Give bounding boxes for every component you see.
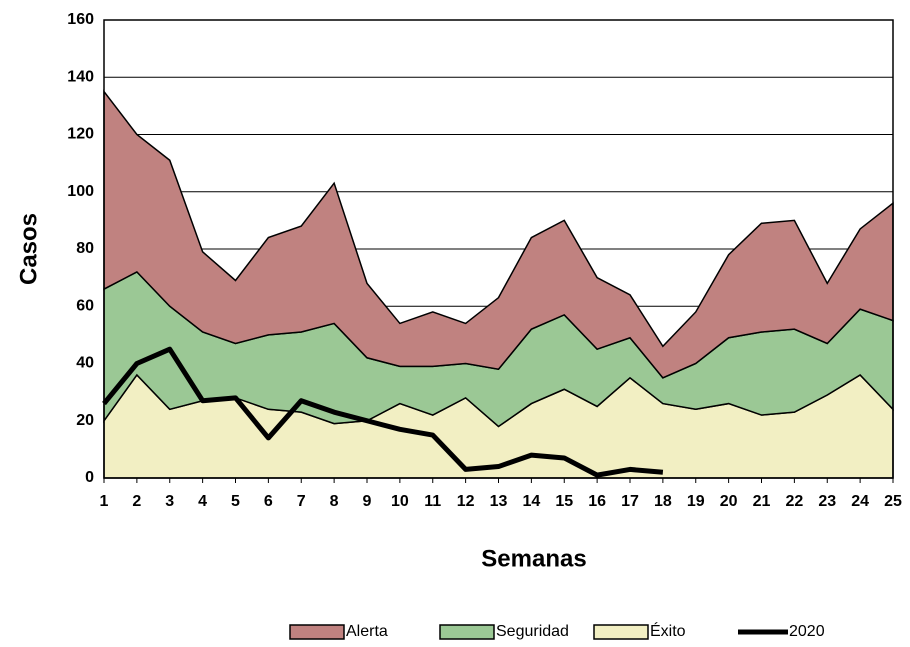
x-tick-label: 20 bbox=[720, 493, 738, 510]
x-tick-label: 15 bbox=[555, 493, 573, 510]
x-tick-label: 5 bbox=[231, 493, 240, 510]
legend-label: 2020 bbox=[789, 623, 825, 640]
x-tick-label: 6 bbox=[264, 493, 273, 510]
legend-swatch bbox=[289, 624, 345, 640]
y-tick-label: 120 bbox=[67, 126, 94, 143]
y-tick-label: 0 bbox=[85, 469, 94, 486]
x-tick-label: 13 bbox=[490, 493, 508, 510]
x-tick-label: 14 bbox=[522, 493, 540, 510]
y-tick-label: 40 bbox=[76, 355, 94, 372]
y-tick-label: 60 bbox=[76, 297, 94, 314]
x-tick-label: 25 bbox=[884, 493, 902, 510]
x-tick-label: 7 bbox=[297, 493, 306, 510]
y-tick-label: 20 bbox=[76, 412, 94, 429]
x-tick-label: 12 bbox=[457, 493, 475, 510]
legend-swatch bbox=[593, 624, 649, 640]
y-tick-label: 140 bbox=[67, 68, 94, 85]
x-tick-label: 9 bbox=[363, 493, 372, 510]
line-2020 bbox=[102, 346, 664, 478]
legend-swatch bbox=[439, 624, 495, 640]
x-tick-label: 21 bbox=[753, 493, 771, 510]
y-tick-label: 100 bbox=[67, 183, 94, 200]
x-tick-label: 17 bbox=[621, 493, 639, 510]
x-tick-label: 2 bbox=[132, 493, 141, 510]
x-tick-label: 23 bbox=[818, 493, 836, 510]
legend-label: Éxito bbox=[650, 621, 686, 640]
x-axis-title: Semanas bbox=[481, 545, 586, 572]
legend-label: Alerta bbox=[346, 623, 388, 640]
x-tick-label: 19 bbox=[687, 493, 705, 510]
x-tick-label: 4 bbox=[198, 493, 207, 510]
plot-border bbox=[103, 19, 894, 479]
x-tick-label: 18 bbox=[654, 493, 672, 510]
x-tick-label: 22 bbox=[785, 493, 803, 510]
x-tick-label: 3 bbox=[165, 493, 174, 510]
y-tick-label: 80 bbox=[76, 240, 94, 257]
x-tick-label: 10 bbox=[391, 493, 409, 510]
legend-label: Seguridad bbox=[496, 623, 569, 640]
y-axis-title: Casos bbox=[15, 213, 42, 285]
y-tick-label: 160 bbox=[67, 11, 94, 28]
x-tick-label: 11 bbox=[424, 493, 441, 510]
x-tick-label: 24 bbox=[851, 493, 869, 510]
x-tick-label: 1 bbox=[100, 493, 109, 510]
x-tick-label: 16 bbox=[588, 493, 606, 510]
x-tick-label: 8 bbox=[330, 493, 339, 510]
